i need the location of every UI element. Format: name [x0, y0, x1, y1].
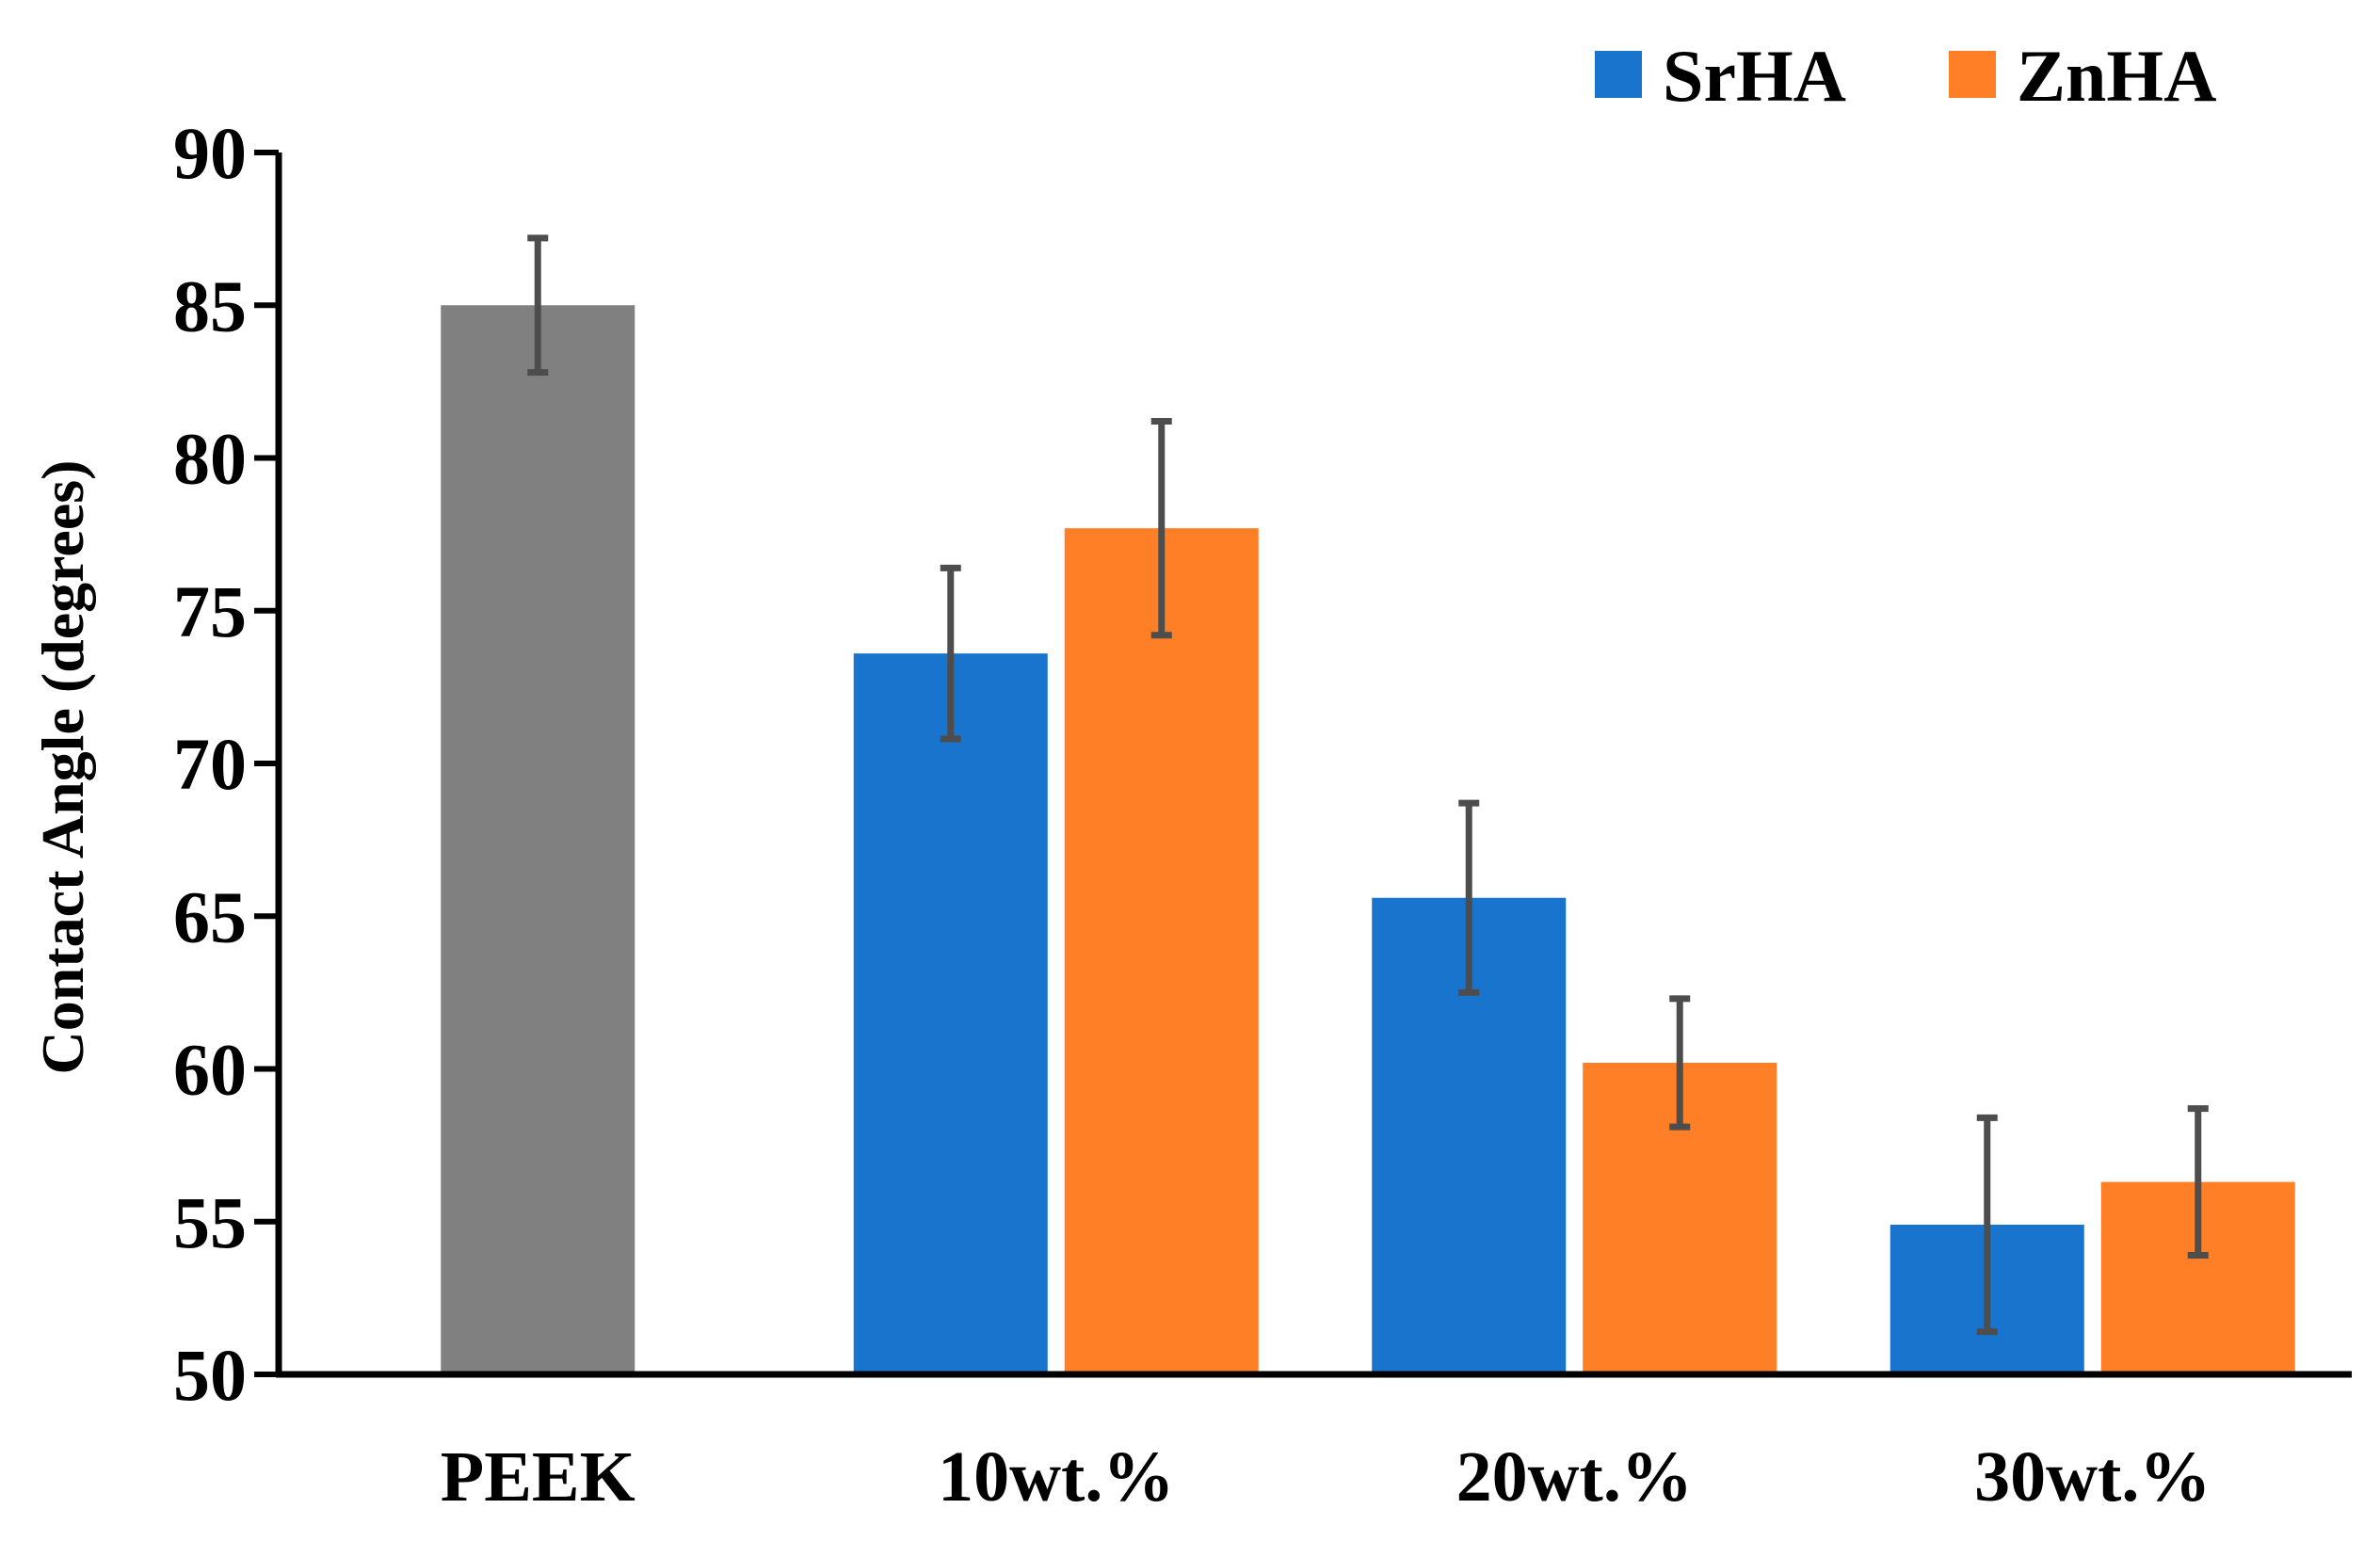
axes-layer	[254, 150, 2352, 1378]
legend-label-znha: ZnHA	[2017, 35, 2216, 117]
y-tick-label-65: 65	[173, 875, 247, 957]
x-tick-label-10wt: 10wt.%	[938, 1437, 1174, 1517]
y-tick-label-70: 70	[173, 723, 247, 805]
legend-swatch-znha	[1949, 51, 1996, 98]
bar-srha-10wt	[853, 653, 1048, 1374]
y-tick-label-90: 90	[173, 112, 247, 194]
y-axis-title: Contact Angle (degrees)	[29, 460, 96, 1075]
bars-layer	[441, 305, 2295, 1374]
x-tick-label-30wt: 30wt.%	[1974, 1437, 2211, 1517]
bar-peek-peek	[441, 305, 635, 1374]
y-tick-label-50: 50	[173, 1334, 247, 1416]
error-bars-layer	[527, 234, 2209, 1336]
y-tick-label-55: 55	[173, 1181, 247, 1263]
x-tick-label-peek: PEEK	[441, 1437, 635, 1517]
y-tick-label-80: 80	[173, 418, 247, 500]
y-tick-label-60: 60	[173, 1029, 247, 1111]
legend: SrHA ZnHA	[1595, 35, 2216, 117]
x-tick-label-20wt: 20wt.%	[1456, 1437, 1693, 1517]
y-tick-label-85: 85	[173, 265, 247, 346]
y-tick-label-75: 75	[173, 570, 247, 652]
bar-znha-10wt	[1064, 528, 1259, 1374]
legend-swatch-srha	[1595, 51, 1642, 98]
labels-layer: PEEK 10wt.% 20wt.% 30wt.% 50 55 60 65 70 75 80 85 90…	[29, 112, 2211, 1517]
legend-label-srha: SrHA	[1663, 35, 1846, 117]
